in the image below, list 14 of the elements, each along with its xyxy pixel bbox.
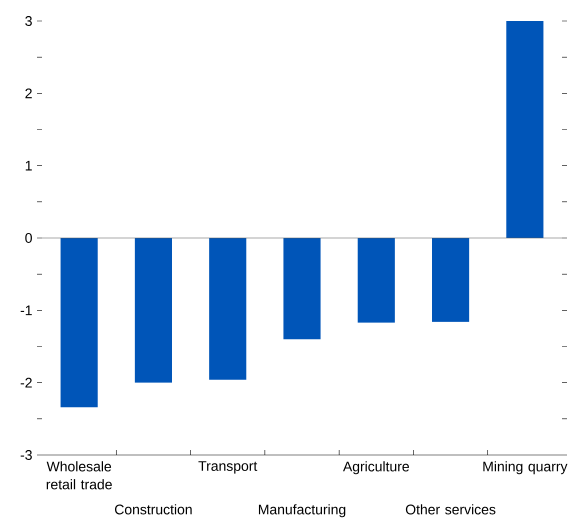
x-tick-label: Agriculture bbox=[342, 461, 409, 474]
y-tick-label: 3 bbox=[25, 16, 32, 26]
y-tick-label: 2 bbox=[25, 88, 32, 98]
x-tick-label: Transport bbox=[198, 461, 258, 474]
x-tick-label: Construction bbox=[114, 504, 192, 514]
x-tick-label: Other services bbox=[406, 504, 496, 514]
x-tick-label: Manufacturing bbox=[258, 504, 346, 518]
x-tick-label: Mining quarry bbox=[483, 461, 568, 474]
y-tick-label: 0 bbox=[25, 233, 32, 243]
x-tick-label: Wholesale retail trade bbox=[46, 461, 112, 490]
y-tick-label: -2 bbox=[20, 378, 32, 388]
y-tick-label: -1 bbox=[20, 306, 32, 316]
y-tick-label: 1 bbox=[26, 160, 32, 170]
y-tick-label: -3 bbox=[20, 450, 32, 460]
